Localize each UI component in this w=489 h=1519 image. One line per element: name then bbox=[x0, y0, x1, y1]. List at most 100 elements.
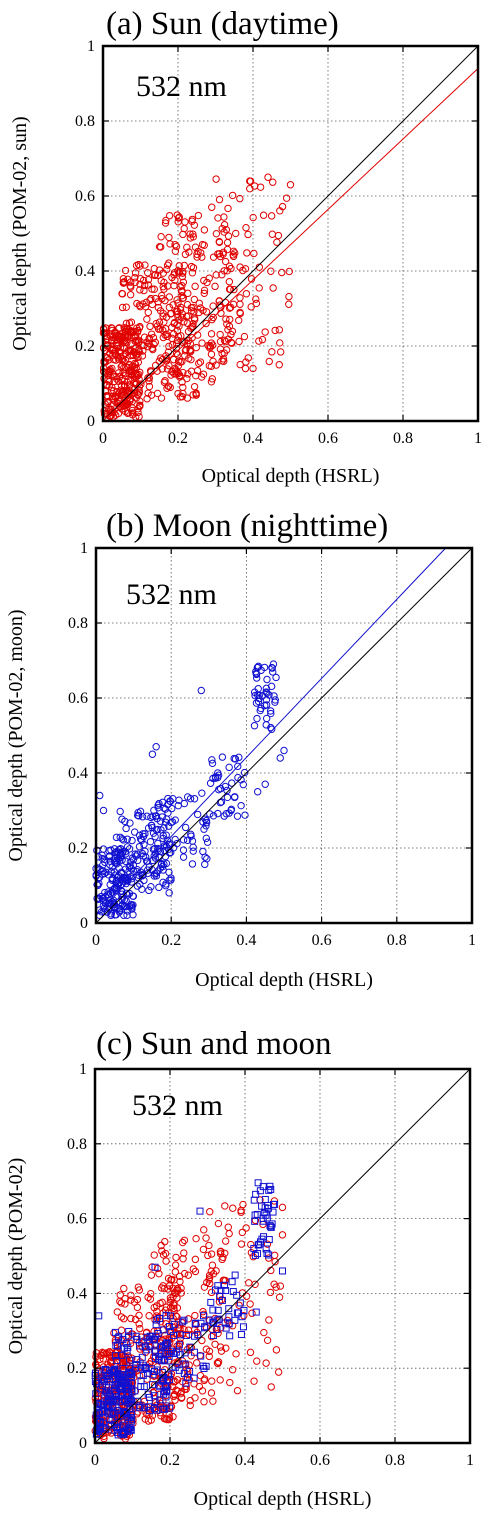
x-tick-label: 0.8 bbox=[393, 430, 413, 447]
data-point-circle bbox=[189, 303, 197, 312]
data-point-circle bbox=[220, 349, 229, 357]
data-point-circle bbox=[132, 852, 140, 860]
data-point-square bbox=[132, 1332, 140, 1340]
data-point-circle bbox=[129, 351, 138, 360]
data-point-circle bbox=[222, 315, 230, 323]
data-point-circle bbox=[176, 306, 185, 314]
data-point-square bbox=[190, 1348, 198, 1356]
data-point-circle bbox=[187, 262, 196, 271]
data-point-circle bbox=[228, 327, 237, 335]
data-point-square bbox=[254, 1250, 262, 1258]
data-point-square bbox=[93, 1430, 101, 1438]
data-point-circle bbox=[158, 355, 167, 364]
data-point-circle bbox=[136, 402, 144, 410]
data-point-circle bbox=[239, 780, 247, 789]
data-point-square bbox=[139, 1371, 147, 1379]
data-point-square bbox=[113, 1357, 121, 1365]
data-point-circle bbox=[155, 1269, 163, 1278]
data-point-square bbox=[269, 1200, 277, 1208]
data-point-circle bbox=[226, 285, 235, 293]
data-point-circle bbox=[285, 300, 293, 308]
data-point-circle bbox=[199, 1245, 208, 1254]
data-point-circle bbox=[207, 1250, 216, 1258]
data-point-circle bbox=[121, 1300, 129, 1308]
data-point-circle bbox=[195, 1382, 204, 1391]
data-point-circle bbox=[191, 1255, 200, 1264]
data-point-square bbox=[161, 1341, 169, 1349]
data-point-square bbox=[146, 1332, 154, 1340]
data-point-circle bbox=[207, 1332, 216, 1341]
data-point-circle bbox=[157, 1241, 165, 1250]
data-point-circle bbox=[124, 330, 132, 339]
data-point-circle bbox=[189, 319, 197, 328]
data-point-circle bbox=[216, 1376, 224, 1384]
data-point-circle bbox=[276, 1282, 285, 1290]
data-point-circle bbox=[147, 368, 155, 376]
data-point-circle bbox=[160, 318, 168, 326]
data-point-circle bbox=[207, 1267, 216, 1275]
data-point-circle bbox=[96, 1355, 104, 1363]
data-point-circle bbox=[179, 278, 188, 286]
data-point-circle bbox=[205, 362, 213, 370]
data-point-circle bbox=[203, 838, 212, 846]
data-point-circle bbox=[116, 845, 125, 853]
data-point-circle bbox=[171, 1268, 180, 1276]
data-point-circle bbox=[180, 799, 189, 808]
data-point-circle bbox=[161, 377, 169, 385]
data-point-square bbox=[96, 1418, 104, 1426]
y-tick-label: 0 bbox=[87, 413, 95, 430]
data-point-circle bbox=[204, 1251, 212, 1260]
data-point-square bbox=[156, 1381, 164, 1389]
data-point-circle bbox=[157, 826, 165, 834]
data-point-circle bbox=[106, 1351, 114, 1359]
data-point-square bbox=[111, 1409, 119, 1417]
data-point-circle bbox=[172, 349, 181, 358]
data-point-circle bbox=[173, 1376, 182, 1384]
data-point-circle bbox=[186, 1396, 194, 1405]
data-point-circle bbox=[217, 1323, 225, 1332]
data-point-circle bbox=[209, 812, 218, 820]
data-point-circle bbox=[221, 1276, 230, 1285]
data-point-square bbox=[168, 1347, 176, 1355]
data-point-circle bbox=[195, 299, 203, 307]
data-point-circle bbox=[214, 809, 222, 818]
data-point-square bbox=[235, 1309, 243, 1317]
data-point-circle bbox=[269, 660, 278, 668]
plot-frame bbox=[94, 546, 474, 925]
data-point-circle bbox=[187, 307, 196, 315]
data-point-circle bbox=[267, 1383, 275, 1391]
data-point-circle bbox=[155, 318, 164, 326]
data-point-square bbox=[127, 1373, 135, 1381]
data-point-circle bbox=[252, 295, 260, 303]
data-point-circle bbox=[133, 1295, 142, 1304]
data-point-square bbox=[192, 1319, 200, 1327]
data-point-circle bbox=[236, 263, 244, 271]
chart-panel-3: (c) Sun and moon 00 0.2 0.2 0.4 0.4 0.6 0.6 0.8 0… bbox=[5, 1026, 474, 1510]
data-point-circle bbox=[149, 845, 158, 854]
x-tick-label: 0 bbox=[92, 932, 100, 949]
data-point-circle bbox=[266, 1288, 275, 1297]
data-point-circle bbox=[202, 816, 211, 825]
data-point-circle bbox=[221, 782, 230, 791]
data-point-circle bbox=[179, 836, 188, 844]
data-point-circle bbox=[198, 240, 207, 249]
data-point-circle bbox=[110, 1329, 118, 1337]
data-point-circle bbox=[121, 356, 130, 364]
data-point-circle bbox=[119, 275, 128, 283]
data-point-circle bbox=[150, 271, 159, 280]
data-point-circle bbox=[149, 829, 158, 837]
data-point-circle bbox=[145, 1312, 153, 1320]
data-point-circle bbox=[188, 323, 196, 331]
data-point-circle bbox=[155, 799, 163, 808]
data-point-square bbox=[225, 1320, 233, 1328]
data-point-circle bbox=[128, 836, 136, 845]
data-point-circle bbox=[108, 383, 116, 392]
data-point-circle bbox=[198, 789, 206, 797]
data-point-circle bbox=[174, 214, 183, 222]
data-point-circle bbox=[152, 319, 160, 328]
data-point-circle bbox=[207, 1288, 216, 1297]
data-point-circle bbox=[208, 759, 217, 768]
data-point-circle bbox=[226, 315, 234, 324]
data-point-circle bbox=[147, 882, 155, 891]
data-point-circle bbox=[198, 1336, 206, 1345]
